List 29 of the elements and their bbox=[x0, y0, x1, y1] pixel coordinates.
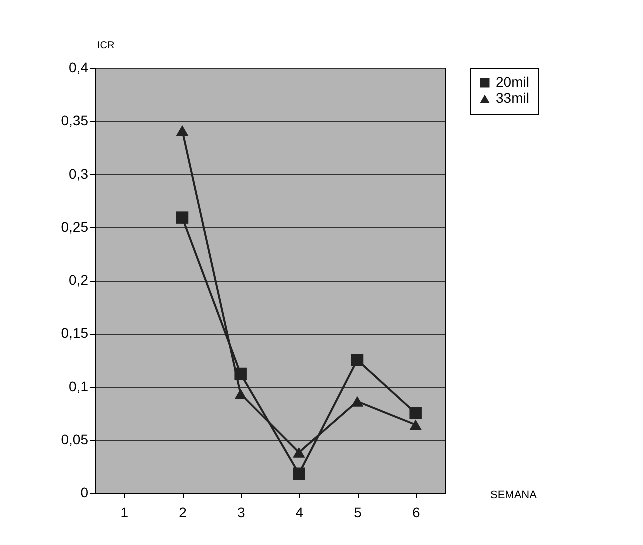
x-tick-label: 1 bbox=[120, 504, 129, 520]
y-tick-label: 0,35 bbox=[61, 112, 89, 129]
y-tick-label: 0,1 bbox=[69, 378, 89, 394]
point bbox=[410, 407, 422, 420]
point bbox=[351, 354, 364, 366]
x-tick-label: 5 bbox=[354, 504, 362, 520]
y-tick-label: 0,15 bbox=[61, 325, 89, 342]
y-tick-label: 0,05 bbox=[61, 431, 89, 448]
point bbox=[293, 447, 306, 458]
y-tick-label: 0,2 bbox=[69, 272, 89, 288]
point bbox=[234, 368, 247, 380]
y-tick-label: 0 bbox=[80, 484, 89, 500]
x-axis-title: SEMANA bbox=[490, 490, 538, 502]
x-tick-label: 4 bbox=[296, 504, 304, 520]
x-tick-label: 6 bbox=[412, 504, 420, 520]
point bbox=[293, 468, 306, 480]
y-axis-title: ICR bbox=[98, 40, 115, 52]
point bbox=[176, 212, 189, 224]
y-tick-label: 0,4 bbox=[69, 60, 89, 76]
x-tick-label: 3 bbox=[237, 504, 246, 520]
point bbox=[176, 125, 189, 136]
point bbox=[410, 420, 422, 430]
x-tick-label: 2 bbox=[179, 504, 188, 520]
legend-label: 20mil bbox=[496, 74, 530, 90]
point bbox=[351, 396, 364, 407]
y-tick-label: 0,25 bbox=[61, 218, 89, 235]
legend-label: 33mil bbox=[496, 90, 530, 106]
y-tick-label: 0,3 bbox=[69, 166, 89, 182]
point bbox=[234, 388, 247, 400]
